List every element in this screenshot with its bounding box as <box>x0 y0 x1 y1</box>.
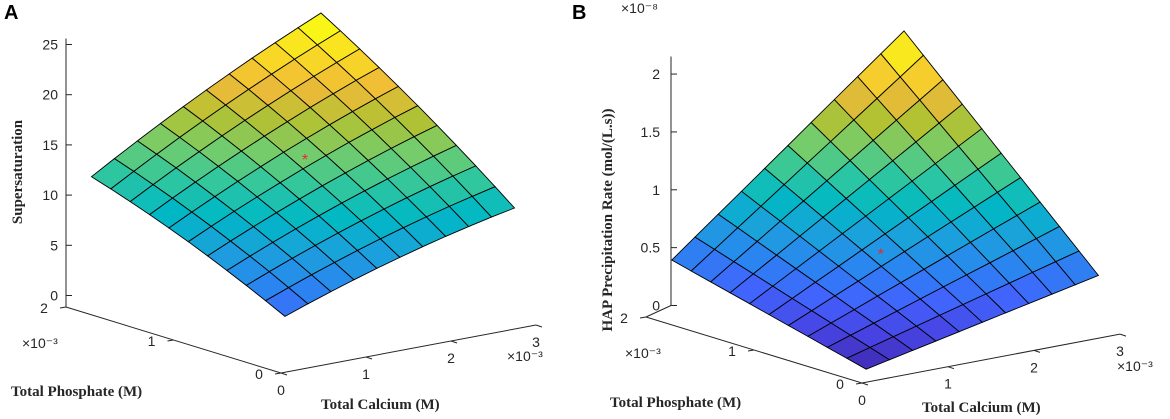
panel-b-letter: B <box>572 2 586 24</box>
panel-a-y-tick-label: 1 <box>148 333 156 349</box>
panel-a-labels: Supersaturation Total Calcium (M) Total … <box>10 119 543 413</box>
panel-a-y-exponent: ×10⁻³ <box>22 335 58 351</box>
panel-b-z-exponent: ×10⁻⁸ <box>621 0 658 16</box>
panel-b-x-tick-label: 0 <box>858 392 866 408</box>
panel-a-x-tick-label: 3 <box>532 334 540 350</box>
panel-a-marker-layer: * <box>302 152 308 169</box>
panel-a-y-tick-mark <box>59 306 67 309</box>
panel-a-x-tick-label: 2 <box>447 350 455 366</box>
panel-b-x-tick-label: 3 <box>1116 343 1124 359</box>
panel-b-y-tick-mark <box>747 349 755 352</box>
panel-a-x-tick-label: 1 <box>362 366 370 382</box>
panel-a-z-tick-label: 15 <box>42 137 58 153</box>
panel-a-x-tick-mark <box>450 340 458 344</box>
panel-a-data-marker: * <box>302 152 308 169</box>
panel-b-labels: HAP Precipitation Rate (mol/(L.s)) Total… <box>600 0 1153 416</box>
panel-a-z-tick-label: 25 <box>42 37 58 53</box>
panel-a-y-tick-mark <box>274 372 282 375</box>
panel-b-surface <box>671 30 1100 370</box>
panel-a-x-tick-label: 0 <box>277 382 285 398</box>
panel-b-x-tick-mark <box>1033 349 1041 353</box>
panel-a-z-tick-label: 10 <box>42 187 58 203</box>
panel-a-x-axis-title: Total Calcium (M) <box>321 397 440 413</box>
panel-b-y-exponent: ×10⁻³ <box>625 345 661 361</box>
panel-b-x-axis-title: Total Calcium (M) <box>922 400 1041 416</box>
panel-b-z-tick-label: 2 <box>652 66 660 82</box>
panel-b-x-tick-mark <box>1119 333 1127 337</box>
panel-a-y-tick-label: 0 <box>255 366 263 382</box>
panel-a-letter: A <box>4 2 18 24</box>
panel-a-z-tick-label: 5 <box>50 237 58 253</box>
panel-b-x-exponent: ×10⁻³ <box>1117 358 1153 374</box>
panel-b-marker-layer: * <box>878 247 884 264</box>
panel-b-z-tick-label: 0 <box>652 298 660 314</box>
panel-a-surface-cell <box>264 287 309 317</box>
panel-a-z-axis-title: Supersaturation <box>10 119 26 224</box>
panel-b-y-tick-mark <box>855 382 863 385</box>
panel-a-surface <box>90 12 516 317</box>
panel-a-x-axis-line <box>280 324 537 374</box>
panel-b-z-tick-label: 1.5 <box>641 124 661 140</box>
panel-b: B 0 1 2 3 0 1 2 0 0.5 1 1.5 2 HAP Precipitation Rat… <box>572 0 1153 416</box>
panel-b-y-tick-label: 0 <box>836 376 844 392</box>
panel-b-x-axis-line <box>861 333 1121 384</box>
panel-b-x-tick-mark <box>947 366 955 370</box>
panel-a-z-tick-label: 20 <box>42 87 58 103</box>
panel-b-z-tick-label: 1 <box>652 182 660 198</box>
panel-b-x-tick-label: 1 <box>944 376 952 392</box>
panel-a-x-tick-mark <box>280 372 288 376</box>
panel-b-floor-edge <box>645 305 672 318</box>
panel-b-x-tick-label: 2 <box>1030 359 1038 375</box>
panel-b-z-tick-label: 0.5 <box>641 240 661 256</box>
panel-a-x-tick-mark <box>365 356 373 360</box>
panel-b-x-tick-mark <box>861 382 869 386</box>
panel-b-data-marker: * <box>878 247 884 264</box>
panel-a-y-tick-mark <box>167 339 174 342</box>
panel-b-surface-cell <box>845 346 891 370</box>
panel-b-y-tick-label: 1 <box>728 343 736 359</box>
panel-b-y-axis-title: Total Phosphate (M) <box>610 395 741 411</box>
panel-a-y-tick-label: 2 <box>40 300 48 316</box>
panel-a-x-tick-mark <box>535 324 543 328</box>
panel-b-y-tick-label: 2 <box>620 310 628 326</box>
panel-a-x-exponent: ×10⁻³ <box>507 348 543 364</box>
panel-b-axes: 0 1 2 3 0 1 2 0 0.5 1 1.5 2 <box>620 56 1127 408</box>
panel-b-y-tick-mark <box>639 316 647 319</box>
panel-a-y-axis-title: Total Phosphate (M) <box>11 384 142 400</box>
panel-a-z-tick-label: 0 <box>50 288 58 304</box>
panel-b-z-axis-title: HAP Precipitation Rate (mol/(L.s)) <box>600 108 616 331</box>
